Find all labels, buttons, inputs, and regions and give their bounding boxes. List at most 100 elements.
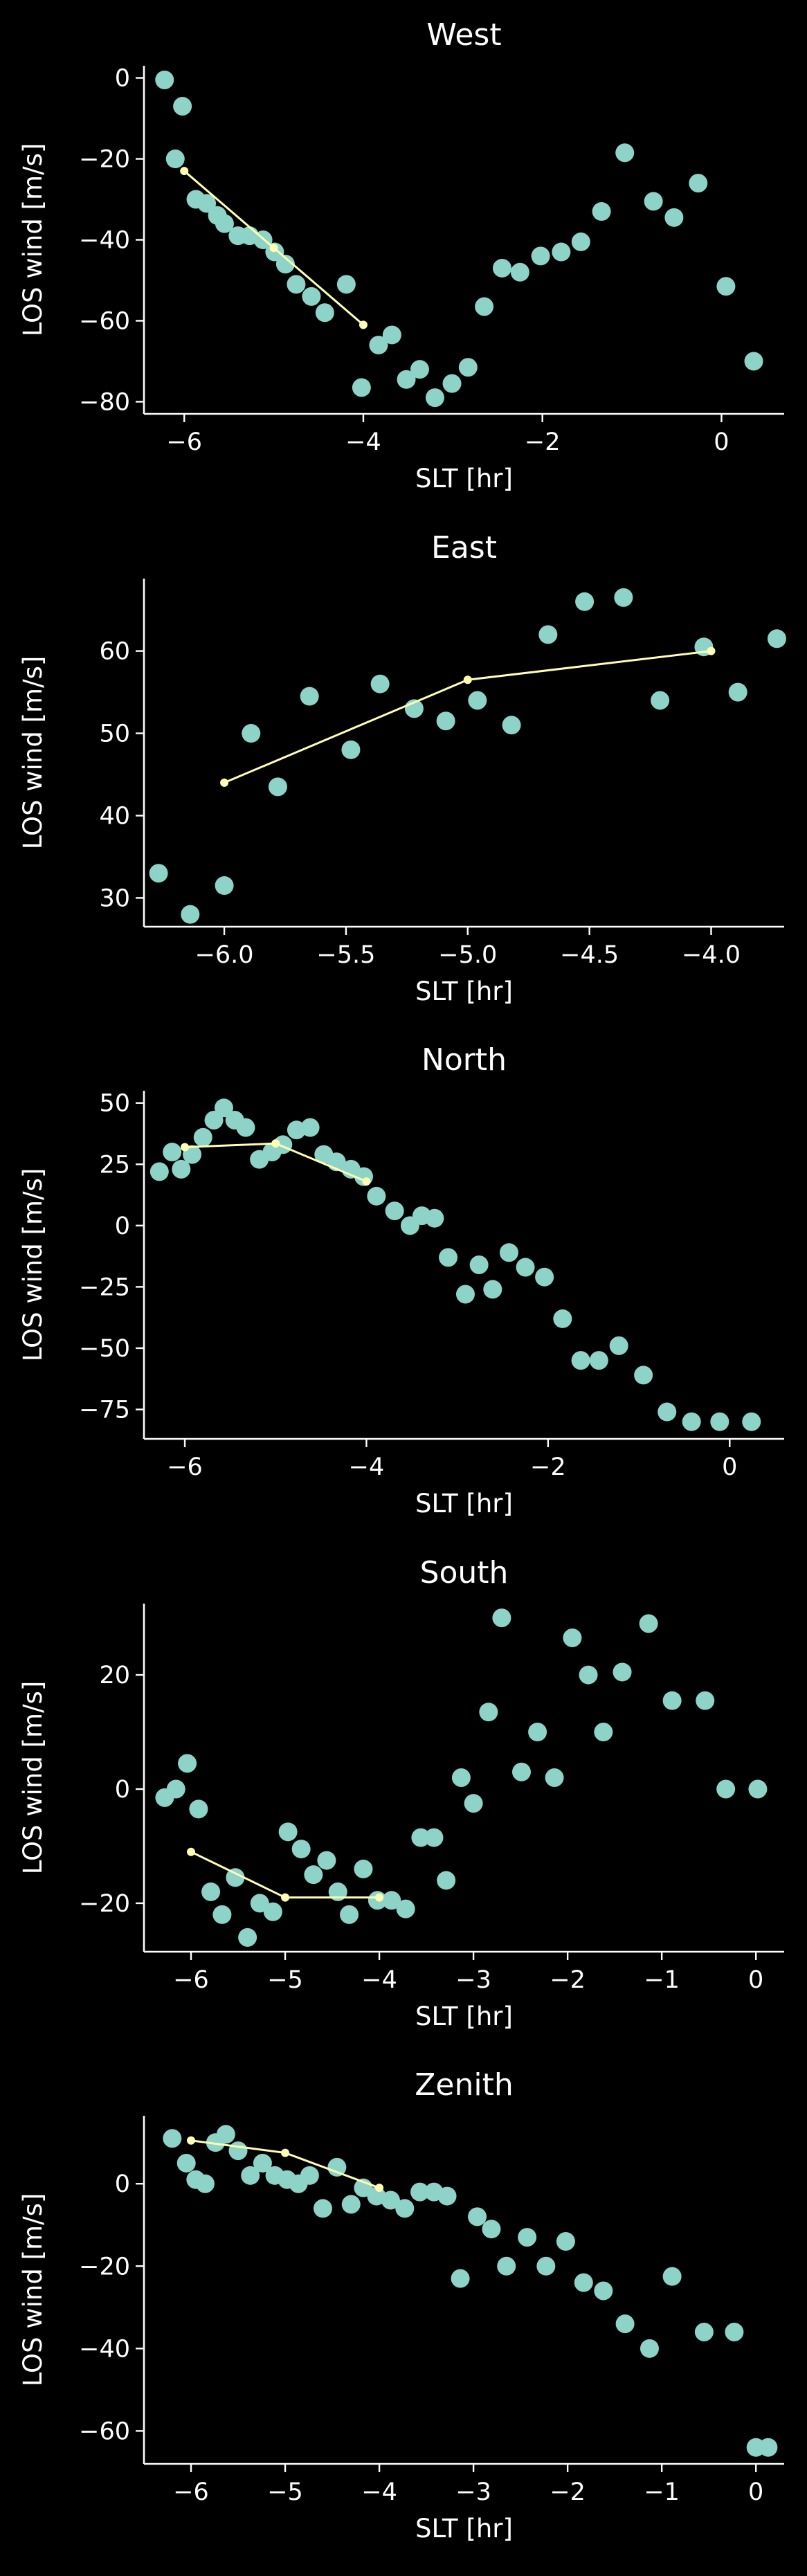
x-tick-label: −4 (349, 1453, 385, 1481)
scatter-point (545, 1768, 564, 1787)
scatter-point (767, 629, 786, 648)
x-axis-label: SLT [hr] (415, 464, 513, 493)
scatter-point (396, 1899, 415, 1919)
scatter-point (464, 1794, 483, 1813)
scatter-point (451, 1768, 471, 1787)
scatter-point (201, 1882, 221, 1901)
scatter-point (528, 1723, 547, 1742)
x-tick-label: 0 (714, 428, 729, 456)
scatter-point (664, 208, 684, 227)
trend-line-point (375, 1893, 384, 1902)
scatter-point (341, 740, 361, 759)
scatter-point (425, 388, 444, 408)
scatter-point (694, 2323, 714, 2342)
scatter-point (163, 1143, 182, 1162)
scatter-point (437, 2186, 457, 2206)
scatter-point (263, 1902, 282, 1921)
scatter-point (149, 864, 168, 883)
scatter-point (367, 1186, 386, 1206)
trend-line-point (707, 646, 716, 655)
y-tick-label: 0 (115, 65, 130, 93)
trend-line-point (271, 1139, 280, 1148)
scatter-point (336, 275, 356, 294)
scatter-point (437, 1871, 456, 1890)
chart-zenith: Zenith −6 −5 −4 −3 −2 −1 0 −60 −40 −20 0 SLT [hr] LOS… (18, 2067, 784, 2543)
trend-line-point (187, 2136, 196, 2145)
scatter-point (658, 1402, 677, 1422)
chart-south: South −6 −5 −4 −3 −2 −1 0 −20 0 20 SLT [hr] LOS wind… (18, 1555, 784, 2031)
scatter-point (468, 2207, 487, 2226)
scatter-point (589, 1351, 608, 1370)
scatter-point (181, 905, 200, 924)
scatter-point (341, 2195, 361, 2214)
scatter-point (300, 2166, 319, 2185)
scatter-point (475, 297, 494, 316)
scatter-point (748, 1779, 768, 1799)
scatter-point (278, 1822, 298, 1842)
scatter-point (238, 1928, 257, 1947)
scatter-point (579, 1665, 598, 1685)
scatter-point (483, 1280, 502, 1299)
chart-title: Zenith (415, 2067, 513, 2103)
x-tick-label: −3 (455, 2478, 491, 2506)
scatter-point (536, 2256, 556, 2276)
scatter-point (381, 2190, 400, 2210)
scatter-point (327, 2157, 347, 2177)
scatter-point (436, 711, 455, 731)
scatter-point (538, 625, 558, 644)
scatter-point (340, 1905, 359, 1924)
scatter-point (241, 2166, 260, 2185)
x-tick-label: −4 (361, 1966, 397, 1994)
scatter-point (614, 588, 633, 607)
y-tick-label: 0 (115, 1776, 130, 1804)
scatter-point (149, 1162, 169, 1181)
scatter-point (696, 1691, 715, 1710)
x-tick-label: −3 (455, 1966, 491, 1994)
scatter-point (592, 202, 611, 221)
scatter-point (163, 2129, 182, 2148)
chart-title: South (420, 1555, 509, 1590)
scatter-point (468, 691, 487, 710)
scatter-point (382, 1891, 401, 1910)
scatter-point (155, 70, 174, 89)
scatter-point (166, 1779, 185, 1799)
x-tick-label: 0 (748, 1966, 763, 1994)
scatter-point (640, 2339, 659, 2358)
y-tick-label: −40 (79, 227, 130, 255)
scatter-point (552, 242, 571, 262)
x-tick-label: −1 (644, 1966, 680, 1994)
scatter-point (189, 1799, 208, 1819)
y-tick-label: 0 (115, 2170, 130, 2198)
x-tick-label: −5 (267, 2478, 303, 2506)
y-tick-label: −75 (79, 1396, 130, 1424)
trend-line-point (187, 1847, 196, 1856)
scatter-point (397, 370, 416, 389)
y-axis-label: LOS wind [m/s] (18, 1681, 48, 1875)
y-tick-label: −20 (79, 2253, 130, 2280)
scatter-point (411, 1828, 430, 1847)
x-tick-label: −4.0 (682, 941, 741, 969)
trend-line-point (281, 2148, 290, 2157)
scatter-point (502, 716, 521, 735)
y-tick-label: −60 (79, 307, 130, 335)
scatter-point (354, 1859, 373, 1878)
x-tick-label: −4.5 (560, 941, 619, 969)
chart-title: North (421, 1042, 507, 1078)
scatter-point (250, 1894, 269, 1913)
trend-line-point (220, 778, 229, 787)
y-tick-label: 25 (99, 1151, 130, 1179)
scatter-point (287, 275, 306, 294)
y-tick-label: −50 (79, 1335, 130, 1363)
scatter-point (439, 1248, 458, 1267)
scatter-point (212, 1905, 232, 1924)
scatter-point (291, 1840, 311, 1859)
scatter-point (571, 1351, 590, 1370)
x-axis-label: SLT [hr] (415, 2514, 513, 2543)
scatter-point (575, 592, 595, 611)
scatter-point (395, 2199, 415, 2218)
scatter-point (716, 1779, 736, 1799)
y-tick-label: 40 (99, 802, 130, 830)
scatter-point (302, 287, 321, 306)
x-axis-label: SLT [hr] (415, 977, 513, 1006)
